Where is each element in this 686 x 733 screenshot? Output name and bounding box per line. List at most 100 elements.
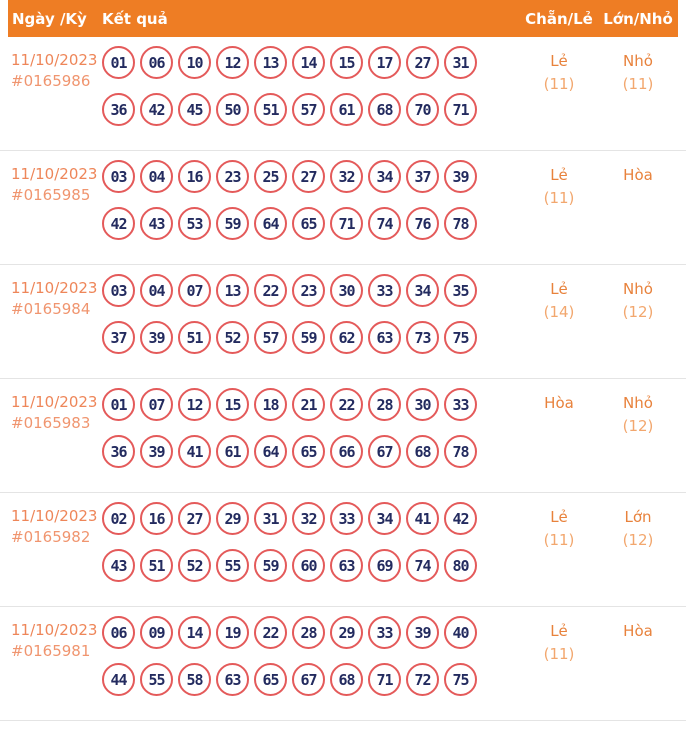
lottery-ball: 64 xyxy=(254,435,287,468)
lottery-ball: 17 xyxy=(368,46,401,79)
lottery-ball: 19 xyxy=(216,616,249,649)
lottery-ball: 64 xyxy=(254,207,287,240)
numbers-line-1: 06 09 14 19 22 28 29 33 39 40 xyxy=(102,616,520,649)
chanle-cell: Lẻ (11) xyxy=(520,493,598,606)
draw-date-cell: 11/10/2023 #0165986 xyxy=(11,37,102,150)
lottery-ball: 23 xyxy=(216,160,249,193)
lottery-ball: 28 xyxy=(368,388,401,421)
lottery-ball: 59 xyxy=(216,207,249,240)
lottery-ball: 65 xyxy=(292,207,325,240)
lottery-ball: 14 xyxy=(292,46,325,79)
lottery-ball: 71 xyxy=(444,93,477,126)
lottery-ball: 76 xyxy=(406,207,439,240)
lottery-ball: 31 xyxy=(444,46,477,79)
chanle-cell: Lẻ (11) xyxy=(520,607,598,720)
lonnho-count: (12) xyxy=(622,417,654,435)
header-col-result: Kết quả xyxy=(102,9,168,28)
lottery-ball: 16 xyxy=(140,502,173,535)
lottery-ball: 59 xyxy=(292,321,325,354)
draw-id: #0165985 xyxy=(11,186,91,204)
numbers-line-2: 36 39 41 61 64 65 66 67 68 78 xyxy=(102,435,520,468)
lottery-ball: 02 xyxy=(102,502,135,535)
lottery-ball: 51 xyxy=(254,93,287,126)
lonnho-label: Nhỏ xyxy=(623,280,653,298)
lonnho-cell: Hòa xyxy=(598,607,678,720)
numbers-line-2: 37 39 51 52 57 59 62 63 73 75 xyxy=(102,321,520,354)
lottery-ball: 42 xyxy=(140,93,173,126)
result-row: 11/10/2023 #0165981 06 09 14 19 22 28 29 33 39 40… xyxy=(0,607,686,721)
lottery-ball: 32 xyxy=(330,160,363,193)
numbers-line-1: 03 04 16 23 25 27 32 34 37 39 xyxy=(102,160,520,193)
lottery-ball: 30 xyxy=(406,388,439,421)
lottery-ball: 52 xyxy=(178,549,211,582)
chanle-label: Lẻ xyxy=(550,622,568,640)
lottery-ball: 66 xyxy=(330,435,363,468)
lottery-ball: 42 xyxy=(102,207,135,240)
lottery-ball: 65 xyxy=(254,663,287,696)
lonnho-cell: Nhỏ (12) xyxy=(598,265,678,378)
lottery-ball: 78 xyxy=(444,435,477,468)
chanle-label: Lẻ xyxy=(550,166,568,184)
chanle-cell: Hòa xyxy=(520,379,598,492)
lottery-ball: 62 xyxy=(330,321,363,354)
lottery-ball: 13 xyxy=(254,46,287,79)
lottery-ball: 50 xyxy=(216,93,249,126)
lottery-ball: 04 xyxy=(140,160,173,193)
lottery-ball: 07 xyxy=(140,388,173,421)
lottery-ball: 16 xyxy=(178,160,211,193)
lottery-ball: 55 xyxy=(140,663,173,696)
lottery-ball: 42 xyxy=(444,502,477,535)
draw-date-cell: 11/10/2023 #0165981 xyxy=(11,607,102,720)
drawn-numbers-cell: 01 07 12 15 18 21 22 28 30 33 36 39 41 61 64 65 66 67 68 7… xyxy=(102,379,520,492)
lottery-ball: 45 xyxy=(178,93,211,126)
drawn-numbers-cell: 03 04 16 23 25 27 32 34 37 39 42 43 53 59 64 65 71 74 76 7… xyxy=(102,151,520,264)
lottery-ball: 58 xyxy=(178,663,211,696)
result-row: 11/10/2023 #0165983 01 07 12 15 18 21 22 28 30 33… xyxy=(0,379,686,493)
lottery-ball: 03 xyxy=(102,274,135,307)
lottery-ball: 14 xyxy=(178,616,211,649)
chanle-cell: Lẻ (14) xyxy=(520,265,598,378)
lonnho-count: (11) xyxy=(622,75,654,93)
draw-id: #0165982 xyxy=(11,528,91,546)
lottery-ball: 68 xyxy=(406,435,439,468)
draw-date-cell: 11/10/2023 #0165982 xyxy=(11,493,102,606)
result-row: 11/10/2023 #0165986 01 06 10 12 13 14 15 17 27 31… xyxy=(0,37,686,151)
lonnho-cell: Nhỏ (12) xyxy=(598,379,678,492)
lottery-ball: 23 xyxy=(292,274,325,307)
header-col-date: Ngày /Kỳ xyxy=(12,9,87,28)
lottery-ball: 22 xyxy=(330,388,363,421)
lottery-ball: 53 xyxy=(178,207,211,240)
draw-date-cell: 11/10/2023 #0165984 xyxy=(11,265,102,378)
lottery-ball: 63 xyxy=(216,663,249,696)
lottery-ball: 72 xyxy=(406,663,439,696)
lottery-ball: 35 xyxy=(444,274,477,307)
lottery-ball: 01 xyxy=(102,46,135,79)
lottery-ball: 15 xyxy=(216,388,249,421)
lottery-ball: 06 xyxy=(140,46,173,79)
draw-date: 11/10/2023 xyxy=(11,393,98,411)
chanle-label: Hòa xyxy=(544,394,574,412)
draw-id: #0165981 xyxy=(11,642,91,660)
lottery-ball: 37 xyxy=(406,160,439,193)
draw-id: #0165986 xyxy=(11,72,91,90)
lottery-ball: 27 xyxy=(406,46,439,79)
lottery-ball: 13 xyxy=(216,274,249,307)
header-col-lonnho: Lớn/Nhỏ xyxy=(603,9,673,28)
lottery-ball: 09 xyxy=(140,616,173,649)
table-header: Ngày /Kỳ Kết quả Chẵn/Lẻ Lớn/Nhỏ xyxy=(8,0,678,37)
lonnho-cell: Hòa xyxy=(598,151,678,264)
lottery-ball: 29 xyxy=(216,502,249,535)
numbers-line-1: 01 07 12 15 18 21 22 28 30 33 xyxy=(102,388,520,421)
draw-date-cell: 11/10/2023 #0165983 xyxy=(11,379,102,492)
chanle-count: (11) xyxy=(543,189,575,207)
chanle-cell: Lẻ (11) xyxy=(520,151,598,264)
lottery-ball: 27 xyxy=(292,160,325,193)
lottery-ball: 28 xyxy=(292,616,325,649)
lottery-ball: 21 xyxy=(292,388,325,421)
lottery-ball: 01 xyxy=(102,388,135,421)
lottery-ball: 75 xyxy=(444,663,477,696)
lottery-ball: 41 xyxy=(406,502,439,535)
chanle-count: (11) xyxy=(543,75,575,93)
draw-id: #0165984 xyxy=(11,300,91,318)
lottery-ball: 71 xyxy=(368,663,401,696)
